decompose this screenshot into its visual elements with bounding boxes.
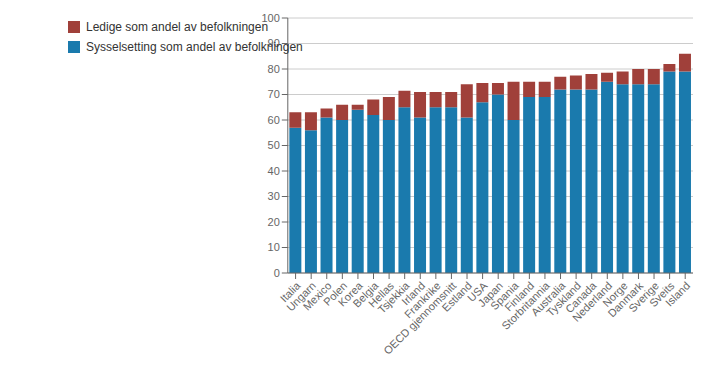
svg-text:40: 40: [268, 165, 280, 177]
svg-text:50: 50: [268, 139, 280, 151]
svg-text:90: 90: [268, 37, 280, 49]
svg-text:100: 100: [261, 12, 279, 24]
svg-text:0: 0: [274, 267, 280, 279]
svg-text:20: 20: [268, 216, 280, 228]
svg-text:60: 60: [268, 114, 280, 126]
svg-text:30: 30: [268, 190, 280, 202]
svg-text:80: 80: [268, 63, 280, 75]
svg-text:Island: Island: [663, 279, 692, 308]
svg-text:70: 70: [268, 88, 280, 100]
svg-text:10: 10: [268, 241, 280, 253]
svg-text:OECD gjennomsnitt: OECD gjennomsnitt: [381, 279, 458, 356]
